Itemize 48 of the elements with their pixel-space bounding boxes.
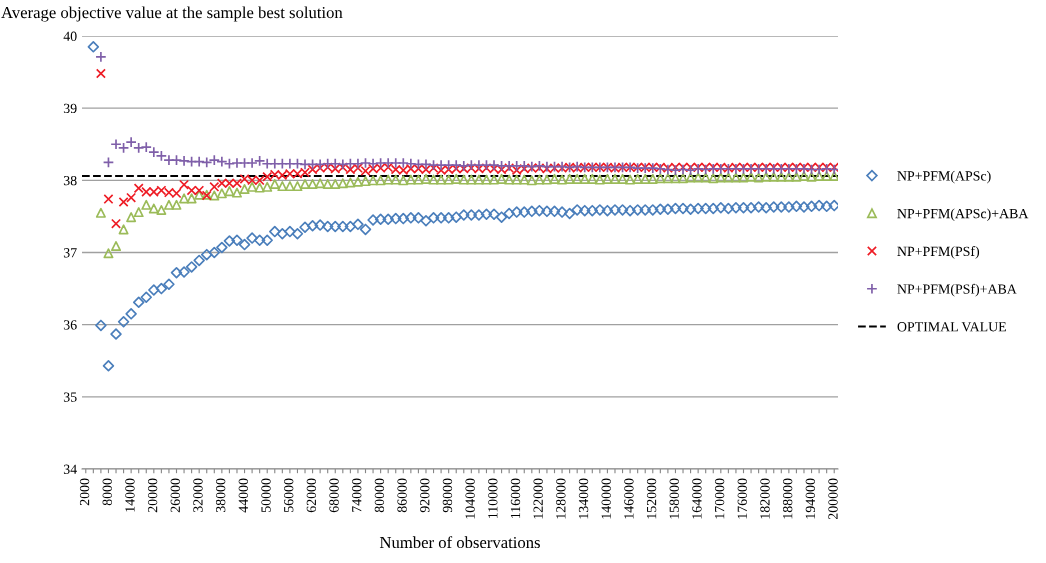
x-tick-label: 110000 [488,478,498,518]
y-tick-label: 38 [63,175,77,186]
x-tick-label: 32000 [193,478,203,513]
chart-title: Average objective value at the sample best solution [1,6,343,22]
x-tick-label: 116000 [510,478,521,518]
x-tick-label: 128000 [556,478,566,519]
y-tick-label: 34 [63,464,77,474]
x-tick-label: 74000 [352,478,362,512]
x-tick-label: 8000 [102,478,112,506]
x-tick-label: 38000 [215,478,226,513]
x-tick-label: 104000 [465,478,475,519]
x-tick-label: 26000 [170,478,180,513]
x-tick-label: 56000 [284,478,294,512]
y-tick-label: 37 [63,248,77,258]
x-tick-label: 146000 [624,478,634,519]
legend-label: NP+PFM(PSf) [897,246,980,259]
x-tick-label: 20000 [147,478,158,513]
y-tick-label: 35 [63,392,77,402]
x-tick-label: 122000 [533,478,543,519]
x-tick-label: 176000 [737,478,747,519]
legend-label: NP+PFM(APSc) [897,170,991,184]
x-tick-label: 14000 [125,478,135,512]
x-tick-label: 2000 [79,478,90,506]
x-tick-label: 86000 [397,478,407,513]
x-tick-label: 44000 [238,478,249,513]
x-tick-label: 80000 [374,478,385,513]
x-tick-label: 164000 [692,478,702,519]
legend-label: OPTIMAL VALUE [897,322,1006,332]
x-axis-title: Number of observations [379,536,540,549]
x-tick-label: 98000 [442,478,453,513]
x-tick-label: 188000 [782,478,793,519]
legend-label: NP+PFM(APSc)+ABA [897,208,1029,222]
x-tick-label: 50000 [261,478,271,512]
y-tick-label: 40 [63,31,77,41]
x-tick-label: 200000 [828,478,838,520]
x-tick-label: 158000 [669,478,679,519]
x-tick-label: 194000 [805,478,816,519]
x-tick-label: 170000 [714,478,725,519]
x-tick-label: 182000 [760,478,770,519]
x-tick-label: 140000 [601,478,611,519]
x-tick-label: 62000 [306,478,317,513]
legend-label: NP+PFM(PSf)+ABA [897,283,1017,297]
x-tick-label: 152000 [646,478,657,519]
x-tick-label: 68000 [329,478,339,513]
y-tick-label: 36 [63,320,77,330]
y-tick-label: 39 [63,103,77,114]
x-tick-label: 92000 [420,478,430,513]
x-tick-label: 134000 [578,478,589,519]
